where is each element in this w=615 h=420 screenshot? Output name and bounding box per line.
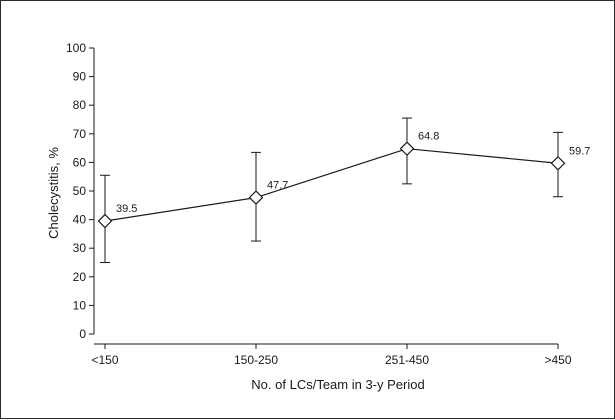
series-line [104,148,559,222]
y-axis: 0 10 20 30 40 50 60 70 80 90 100 [66,41,95,341]
y-tick-label: 0 [79,327,86,341]
y-tick-label: 50 [73,184,87,198]
y-tick-label: 70 [73,127,87,141]
y-tick-label: 20 [73,270,87,284]
x-tick-label: >450 [544,353,571,367]
error-bars [100,117,563,263]
x-tick-label: 251-450 [385,353,429,367]
y-tick-label: 40 [73,213,87,227]
x-tick-label: <150 [91,353,118,367]
data-labels: 39.5 47.7 64.8 59.7 [116,131,590,215]
y-axis-title: Cholecystitis, % [46,147,61,239]
y-tick-label: 30 [73,241,87,255]
y-tick-label: 80 [73,98,87,112]
series-line-group [104,148,559,222]
data-label: 39.5 [116,203,137,215]
x-tick-label: 150-250 [234,353,278,367]
data-label: 47.7 [267,180,288,192]
x-axis-title: No. of LCs/Team in 3-y Period [251,377,424,392]
x-axis: <150 150-250 251-450 >450 [91,343,572,367]
data-markers [97,141,566,229]
y-tick-label: 100 [66,41,86,55]
data-point [550,155,566,171]
data-label: 64.8 [418,131,439,143]
data-point [399,141,415,157]
y-tick-label: 10 [73,298,87,312]
y-tick-label: 60 [73,155,87,169]
data-point [97,213,113,229]
data-point [248,190,264,205]
y-tick-label: 90 [73,70,87,84]
data-label: 59.7 [569,145,590,157]
